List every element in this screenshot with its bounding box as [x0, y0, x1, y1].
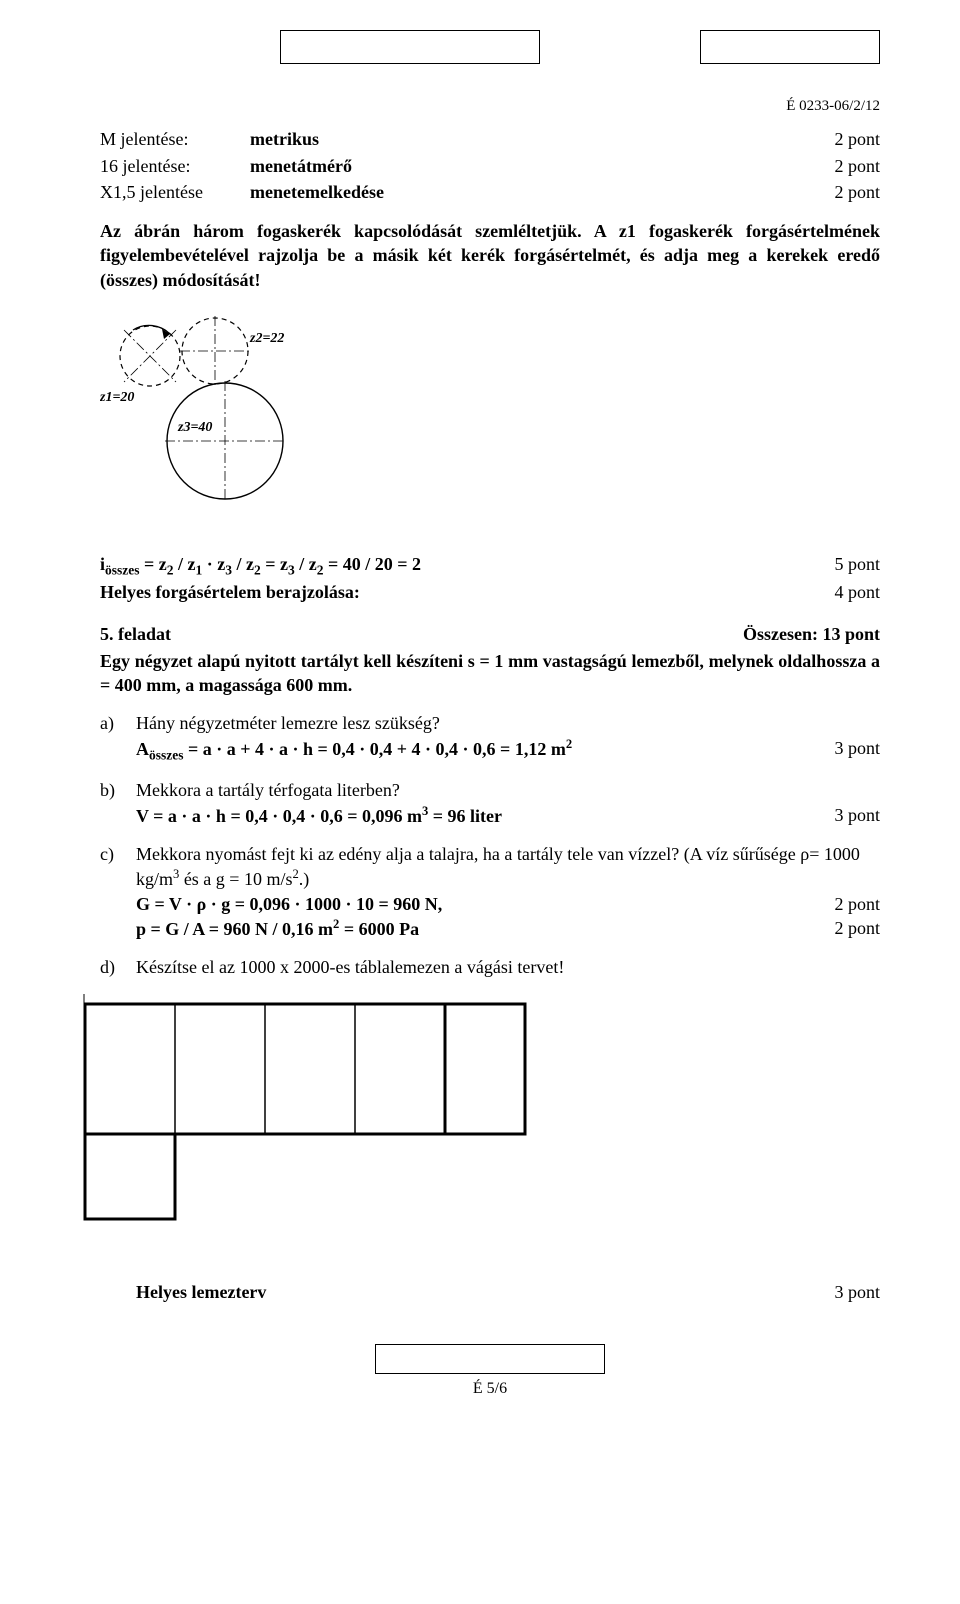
definitions-table: M jelentése: metrikus 2 pont 16 jelentés… — [100, 126, 880, 205]
def-term: M jelentése: — [100, 126, 250, 152]
task-number: 5. feladat — [100, 622, 171, 646]
def-meaning: metrikus — [250, 126, 790, 152]
def-points: 2 pont — [790, 153, 880, 179]
subtask-a-formula: Aösszes = a · a + 4 · a · h = 0,4 · 0,4 … — [136, 736, 814, 765]
subtask-letter: d) — [100, 955, 136, 979]
subtask-c-formula-2: p = G / A = 960 N / 0,16 m2 = 6000 Pa — [136, 916, 814, 941]
subtask-a-question: Hány négyzetméter lemezre lesz szükség? — [136, 711, 880, 735]
footer-page: É 5/6 — [100, 1378, 880, 1400]
task5-header: 5. feladat Összesen: 13 pont — [100, 622, 880, 646]
subtask-c-points-2: 2 pont — [814, 916, 880, 941]
def-meaning: menetátmérő — [250, 153, 790, 179]
subtask-b-question: Mekkora a tartály térfogata literben? — [136, 778, 880, 802]
def-meaning: menetemelkedése — [250, 179, 790, 205]
header-boxes — [100, 30, 880, 90]
header-box-right — [700, 30, 880, 64]
task5-body: Egy négyzet alapú nyitott tartályt kell … — [100, 649, 880, 698]
final-points: 3 pont — [814, 1280, 880, 1304]
def-term: 16 jelentése: — [100, 153, 250, 179]
def-term: X1,5 jelentése — [100, 179, 250, 205]
subtask-c-formula-1: G = V · ρ · g = 0,096 · 1000 · 10 = 960 … — [136, 892, 814, 916]
eq-sub: összes — [105, 563, 140, 578]
eq-points-1: 5 pont — [834, 552, 880, 580]
cut-plan-diagram — [70, 994, 880, 1230]
gear-diagram: z1=20 z2=22 z3=40 — [100, 306, 880, 522]
z1-label: z1=20 — [100, 390, 134, 405]
equation-iosszes: iösszes = z2 / z1 · z3 / z2 = z3 / z2 = … — [100, 552, 421, 580]
subtask-b-formula: V = a · a · h = 0,4 · 0,4 · 0,6 = 0,096 … — [136, 803, 814, 828]
z2-label: z2=22 — [249, 331, 284, 346]
def-points: 2 pont — [790, 179, 880, 205]
footer-box — [375, 1344, 605, 1374]
subtask-d: d) Készítse el az 1000 x 2000-es táblale… — [100, 955, 880, 979]
header-box-left — [280, 30, 540, 64]
eq-points-2: 4 pont — [834, 580, 880, 604]
footer: É 5/6 — [100, 1344, 880, 1400]
table-row: M jelentése: metrikus 2 pont — [100, 126, 880, 152]
subtask-letter: c) — [100, 842, 136, 941]
task-total: Összesen: 13 pont — [743, 622, 880, 646]
subtask-letter: b) — [100, 778, 136, 828]
subtask-a: a) Hány négyzetméter lemezre lesz szüksé… — [100, 711, 880, 764]
table-row: 16 jelentése: menetátmérő 2 pont — [100, 153, 880, 179]
subtask-d-question: Készítse el az 1000 x 2000-es táblalemez… — [136, 955, 880, 979]
intro-paragraph: Az ábrán három fogaskerék kapcsolódását … — [100, 219, 880, 292]
document-id: É 0233-06/2/12 — [100, 96, 880, 116]
subtask-c-points-1: 2 pont — [814, 892, 880, 916]
final-label: Helyes lemezterv — [136, 1280, 814, 1304]
subtask-c-question: Mekkora nyomást fejt ki az edény alja a … — [136, 842, 880, 892]
subtask-a-points: 3 pont — [814, 736, 880, 765]
z3-label: z3=40 — [177, 420, 212, 435]
subtask-letter: a) — [100, 711, 136, 764]
subtask-b-points: 3 pont — [814, 803, 880, 828]
def-points: 2 pont — [790, 126, 880, 152]
equation-block: iösszes = z2 / z1 · z3 / z2 = z3 / z2 = … — [100, 552, 880, 604]
table-row: X1,5 jelentése menetemelkedése 2 pont — [100, 179, 880, 205]
subtask-c: c) Mekkora nyomást fejt ki az edény alja… — [100, 842, 880, 941]
final-line: Helyes lemezterv 3 pont — [100, 1280, 880, 1304]
drawing-note: Helyes forgásértelem berajzolása: — [100, 580, 360, 604]
subtask-b: b) Mekkora a tartály térfogata literben?… — [100, 778, 880, 828]
